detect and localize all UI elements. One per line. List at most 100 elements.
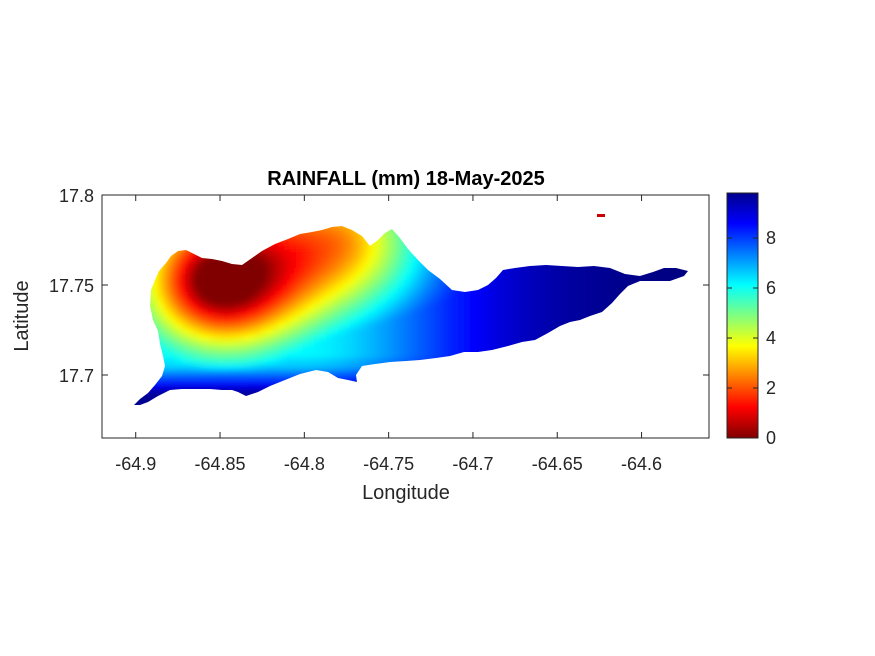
heat-cell bbox=[374, 232, 381, 239]
heat-cell bbox=[134, 226, 135, 227]
heat-cell bbox=[230, 226, 237, 233]
heat-cell bbox=[308, 334, 315, 341]
heat-cell bbox=[626, 310, 633, 317]
heat-cell bbox=[548, 388, 555, 395]
heat-cell bbox=[278, 340, 285, 347]
heat-cell bbox=[446, 406, 453, 413]
heat-cell bbox=[182, 382, 189, 389]
heat-cell bbox=[188, 316, 195, 323]
heat-cell bbox=[530, 280, 537, 287]
heat-cell bbox=[548, 316, 555, 323]
heat-cell bbox=[248, 322, 255, 329]
heat-cell bbox=[482, 358, 489, 365]
heat-cell bbox=[134, 226, 141, 227]
heat-cell bbox=[392, 340, 399, 347]
heat-cell bbox=[158, 304, 165, 311]
heat-cell bbox=[350, 304, 357, 311]
heat-cell bbox=[536, 226, 543, 227]
heat-cell bbox=[512, 256, 519, 263]
heat-cell bbox=[338, 274, 345, 281]
heat-cell bbox=[494, 292, 501, 299]
heat-cell bbox=[542, 268, 549, 275]
heat-cell bbox=[284, 250, 291, 257]
heat-cell bbox=[218, 388, 225, 395]
heat-cell bbox=[212, 340, 219, 347]
heat-cell bbox=[164, 298, 171, 305]
heat-cell bbox=[596, 292, 603, 299]
heat-cell bbox=[668, 298, 675, 305]
heat-cell bbox=[572, 334, 579, 341]
heat-cell bbox=[494, 226, 501, 233]
heat-cell bbox=[476, 328, 483, 335]
heat-cell bbox=[380, 352, 387, 359]
heat-cell bbox=[542, 328, 549, 335]
heat-cell bbox=[392, 400, 399, 405]
heat-cell bbox=[212, 268, 219, 275]
heat-cell bbox=[692, 346, 699, 353]
heat-cell bbox=[584, 280, 591, 287]
heat-cell bbox=[362, 376, 369, 383]
heat-cell bbox=[314, 376, 321, 383]
heat-cell bbox=[470, 358, 477, 365]
heat-cell bbox=[188, 352, 195, 359]
heat-cell bbox=[284, 364, 291, 371]
heat-cell bbox=[236, 298, 243, 305]
heat-cell bbox=[686, 244, 688, 251]
heat-cell bbox=[668, 268, 675, 275]
heat-cell bbox=[560, 292, 567, 299]
heat-cell bbox=[200, 250, 207, 257]
heat-cell bbox=[356, 292, 363, 299]
heat-cell bbox=[224, 274, 231, 281]
heat-cell bbox=[176, 316, 183, 323]
heat-cell bbox=[236, 250, 243, 257]
heat-cell bbox=[266, 340, 273, 347]
heat-cell bbox=[266, 292, 273, 299]
heat-cell bbox=[560, 304, 567, 311]
heat-cell bbox=[248, 310, 255, 317]
heat-cell bbox=[278, 274, 285, 281]
heat-cell bbox=[476, 382, 483, 389]
heat-cell bbox=[248, 358, 255, 365]
heat-cell bbox=[422, 400, 429, 405]
heat-cell bbox=[230, 334, 237, 341]
heat-cell bbox=[362, 298, 369, 305]
heat-cell bbox=[572, 340, 579, 347]
heat-cell bbox=[302, 364, 309, 371]
heat-cell bbox=[572, 322, 579, 329]
heat-cell bbox=[626, 262, 633, 269]
heat-cell bbox=[416, 286, 423, 293]
heat-cell bbox=[602, 364, 609, 371]
heat-cell bbox=[380, 328, 387, 335]
heat-cell bbox=[608, 394, 615, 401]
heat-cell bbox=[164, 238, 171, 245]
heat-cell bbox=[314, 406, 321, 413]
heat-cell bbox=[134, 238, 141, 245]
heat-cell bbox=[212, 238, 219, 245]
heat-cell bbox=[440, 400, 447, 405]
heat-cell bbox=[602, 400, 609, 405]
heat-cell bbox=[458, 274, 465, 281]
heat-cell bbox=[488, 358, 495, 365]
heat-cell bbox=[626, 238, 633, 245]
heat-cell bbox=[248, 406, 255, 413]
heat-cell bbox=[476, 280, 483, 287]
heat-cell bbox=[188, 400, 195, 405]
heat-cell bbox=[434, 388, 441, 395]
heat-cell bbox=[284, 268, 291, 275]
heat-cell bbox=[422, 328, 429, 335]
heat-cell bbox=[626, 382, 633, 389]
heat-cell bbox=[470, 346, 477, 353]
heat-cell bbox=[308, 226, 315, 233]
heat-cell bbox=[554, 256, 561, 263]
heat-cell bbox=[176, 298, 183, 305]
heat-cell bbox=[200, 358, 207, 365]
heat-cell bbox=[194, 346, 201, 353]
heat-cell bbox=[572, 352, 579, 359]
heat-cell bbox=[254, 310, 261, 317]
heat-cell bbox=[404, 370, 411, 377]
heat-cell bbox=[170, 304, 177, 311]
heat-cell bbox=[668, 352, 675, 359]
heat-cell bbox=[644, 376, 651, 383]
heat-cell bbox=[272, 310, 279, 317]
heat-cell bbox=[590, 238, 597, 245]
